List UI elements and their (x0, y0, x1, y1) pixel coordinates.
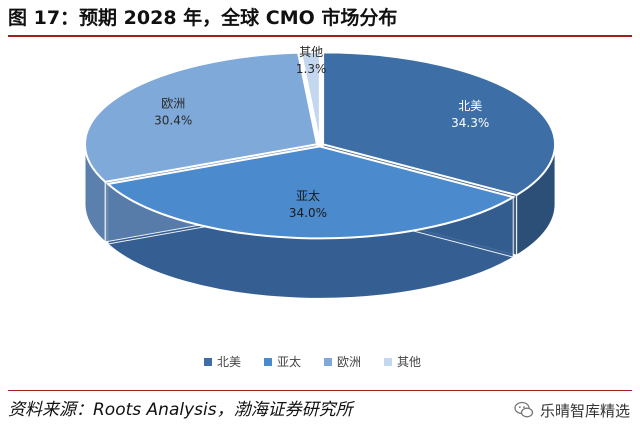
slice-category-label: 亚太 (296, 188, 320, 203)
pie-slice-3 (84, 51, 319, 183)
legend-label-2: 亚太 (277, 354, 301, 369)
watermark: 乐晴智库精选 (514, 398, 630, 422)
title-divider (8, 35, 632, 37)
slice-value-label: 30.4% (154, 114, 192, 128)
legend-label-4: 其他 (397, 355, 421, 369)
legend-swatch-2 (264, 358, 272, 366)
source-divider (8, 390, 632, 391)
legend-label-3: 欧洲 (337, 355, 361, 369)
wechat-icon (514, 401, 534, 418)
pie-tops (84, 50, 557, 240)
watermark-text: 乐晴智库精选 (539, 401, 630, 420)
slice-value-label: 34.3% (451, 116, 489, 130)
legend-label-1: 北美 (217, 355, 241, 369)
chart-legend: 北美 亚太 欧洲 其他 (204, 354, 421, 369)
pie-slice-4 (299, 50, 321, 144)
pie-slice-1 (322, 51, 557, 197)
slice-category-label: 欧洲 (161, 97, 185, 111)
slice-category-label: 北美 (458, 99, 482, 113)
legend-swatch-1 (204, 358, 212, 366)
legend-swatch-3 (324, 358, 332, 366)
source-note: 资料来源：Roots Analysis，渤海证券研究所 (8, 400, 353, 420)
slice-value-label: 34.0% (289, 206, 327, 220)
legend-swatch-4 (384, 358, 392, 366)
pie-slice-2 (105, 145, 516, 240)
figure-title: 图 17：预期 2028 年，全球 CMO 市场分布 (8, 7, 398, 29)
pie-labels: 北美 34.3% 亚太 34.0% 欧洲 30.4% 其他 1.3% (154, 45, 489, 220)
slice-category-label: 其他 (299, 45, 323, 59)
slice-value-label: 1.3% (296, 62, 327, 76)
